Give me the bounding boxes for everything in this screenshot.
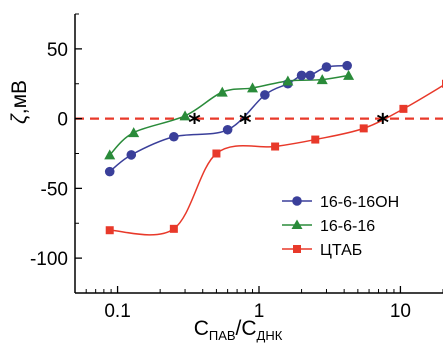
data-point-triangle [282, 75, 294, 86]
data-point-square [105, 226, 114, 235]
series-line-0 [109, 64, 348, 173]
data-point-triangle [316, 74, 328, 85]
legend-item-16-6-16OH: 16-6-16OH [282, 194, 399, 211]
data-point-circle [260, 90, 270, 100]
data-point-circle [222, 124, 233, 135]
series-line-2 [109, 84, 443, 236]
data-point-square [441, 79, 443, 88]
data-point-circle [296, 70, 307, 81]
data-point-circle [104, 166, 115, 177]
legend-item-16-6-16: 16-6-16 [282, 218, 375, 235]
data-point-circle [305, 70, 315, 81]
plot-area: * * * [75, 60, 443, 236]
x-axis-label: CПАВ/CДНК [194, 317, 283, 343]
data-point-triangle [179, 110, 191, 121]
x-tick-label: 10 [390, 301, 411, 322]
data-point-triangle [128, 127, 140, 138]
isoelectric-star-marker: * [376, 109, 389, 137]
y-tick-label: -50 [41, 179, 68, 200]
data-point-square [212, 149, 221, 158]
axes: 50 0 -50 -100 0.1 1 10 [30, 13, 443, 322]
data-point-triangle [343, 69, 355, 80]
legend-marker-triangle [291, 219, 303, 229]
data-point-square [169, 224, 178, 233]
y-tick-label: 0 [57, 110, 68, 131]
legend: 16-6-16OH 16-6-16 ЦТАБ [282, 194, 399, 259]
y-axis-label: ζ,мВ [8, 80, 31, 124]
legend-label-ctab: ЦТАБ [320, 242, 362, 259]
data-point-triangle [104, 149, 116, 160]
legend-label-16-6-16OH: 16-6-16OH [320, 194, 399, 211]
data-point-square [399, 104, 408, 113]
data-point-triangle [247, 82, 259, 93]
data-point-triangle [216, 86, 228, 97]
isoelectric-star-marker: * [188, 109, 201, 137]
legend-marker-circle [292, 196, 302, 206]
x-tick-label: 1 [254, 301, 265, 322]
data-point-square [311, 135, 320, 144]
x-tick-label: 0.1 [104, 301, 130, 322]
y-tick-label: -100 [30, 249, 68, 270]
isoelectric-star-marker: * [239, 109, 252, 137]
legend-item-ctab: ЦТАБ [282, 242, 362, 259]
data-point-circle [169, 131, 179, 142]
data-point-square [271, 142, 280, 151]
data-point-circle [321, 62, 332, 72]
legend-marker-square [293, 245, 301, 253]
data-point-square [359, 124, 368, 133]
data-point-circle [126, 150, 137, 160]
legend-label-16-6-16: 16-6-16 [320, 218, 375, 235]
y-tick-label: 50 [47, 40, 68, 61]
data-point-circle [342, 60, 352, 71]
